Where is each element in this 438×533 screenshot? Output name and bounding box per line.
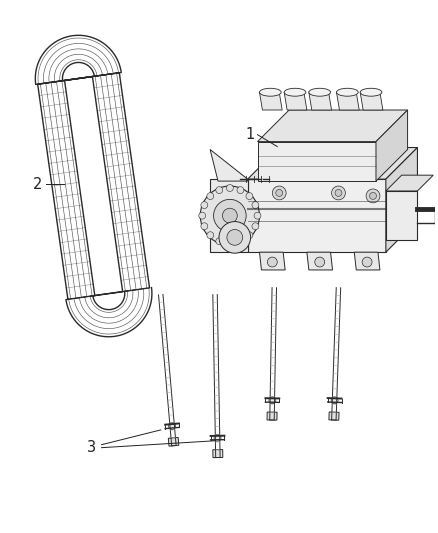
Polygon shape	[259, 252, 285, 270]
Circle shape	[254, 212, 261, 219]
Text: 2: 2	[33, 176, 42, 191]
Polygon shape	[354, 252, 380, 270]
Polygon shape	[247, 148, 417, 179]
Polygon shape	[259, 92, 282, 110]
Circle shape	[201, 223, 208, 230]
Polygon shape	[210, 149, 247, 181]
Polygon shape	[258, 142, 376, 181]
Polygon shape	[267, 412, 277, 420]
Circle shape	[226, 240, 233, 247]
Circle shape	[246, 192, 253, 199]
Circle shape	[246, 232, 253, 239]
Polygon shape	[386, 191, 417, 240]
Circle shape	[366, 189, 380, 203]
Circle shape	[362, 257, 372, 267]
Polygon shape	[336, 92, 359, 110]
Circle shape	[332, 186, 346, 200]
Circle shape	[216, 238, 223, 245]
Circle shape	[207, 232, 214, 239]
Circle shape	[252, 201, 259, 208]
Polygon shape	[258, 110, 408, 142]
Text: 1: 1	[245, 127, 254, 142]
Circle shape	[272, 186, 286, 200]
Ellipse shape	[284, 88, 306, 96]
Polygon shape	[376, 110, 408, 181]
Text: 3: 3	[87, 440, 96, 455]
Polygon shape	[386, 148, 417, 252]
Circle shape	[370, 192, 377, 199]
Polygon shape	[329, 412, 339, 420]
Polygon shape	[168, 438, 179, 446]
Circle shape	[331, 397, 338, 404]
Circle shape	[214, 434, 221, 441]
Ellipse shape	[259, 88, 281, 96]
Polygon shape	[309, 92, 332, 110]
Polygon shape	[284, 92, 307, 110]
Circle shape	[237, 238, 244, 245]
Polygon shape	[247, 179, 386, 252]
Circle shape	[226, 184, 233, 191]
Polygon shape	[213, 449, 223, 458]
Polygon shape	[307, 252, 332, 270]
Circle shape	[335, 190, 342, 196]
Circle shape	[207, 192, 214, 199]
Circle shape	[223, 208, 237, 223]
Circle shape	[237, 187, 244, 193]
Circle shape	[315, 257, 325, 267]
Circle shape	[276, 190, 283, 196]
Circle shape	[216, 187, 223, 193]
Circle shape	[267, 257, 277, 267]
Circle shape	[269, 397, 276, 403]
Ellipse shape	[309, 88, 331, 96]
Ellipse shape	[360, 88, 382, 96]
Polygon shape	[360, 92, 383, 110]
Circle shape	[214, 199, 246, 232]
Circle shape	[199, 212, 206, 219]
Ellipse shape	[336, 88, 358, 96]
Circle shape	[227, 230, 243, 245]
Circle shape	[169, 423, 176, 430]
Polygon shape	[210, 179, 247, 252]
Circle shape	[201, 201, 208, 208]
Circle shape	[219, 222, 251, 253]
Circle shape	[252, 223, 259, 230]
Polygon shape	[386, 175, 433, 191]
Circle shape	[200, 186, 259, 245]
